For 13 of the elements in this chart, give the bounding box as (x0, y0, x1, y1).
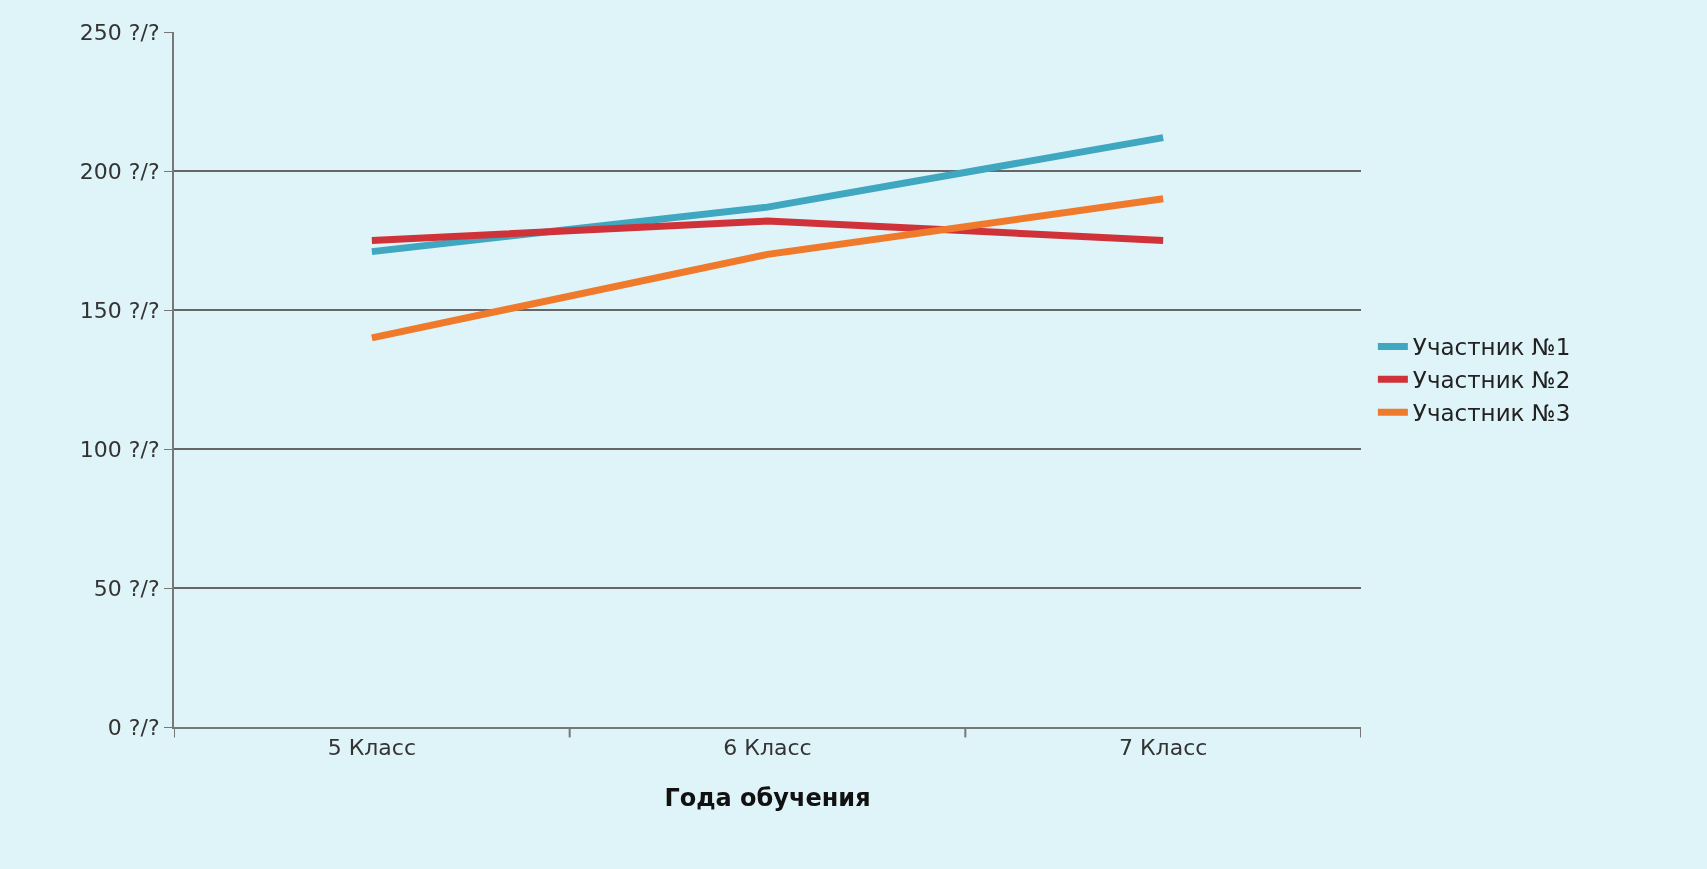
x-tick-label: 5 Класс (327, 735, 416, 761)
legend-label: Участник №3 (1412, 400, 1571, 427)
y-tick-label: 100 ?/? (79, 436, 160, 462)
x-tick-label: 7 Класс (1119, 735, 1208, 761)
y-tick-label: 150 ?/? (79, 297, 160, 323)
legend-label: Участник №1 (1412, 334, 1571, 361)
x-tick-label: 6 Класс (723, 735, 812, 761)
y-tick-label: 250 ?/? (79, 19, 160, 45)
y-tick-label: 0 ?/? (107, 714, 160, 740)
x-axis-title: Года обучения (664, 784, 871, 813)
legend-label: Участник №2 (1412, 367, 1571, 394)
y-tick-label: 200 ?/? (79, 158, 160, 184)
y-tick-label: 50 ?/? (93, 575, 160, 601)
